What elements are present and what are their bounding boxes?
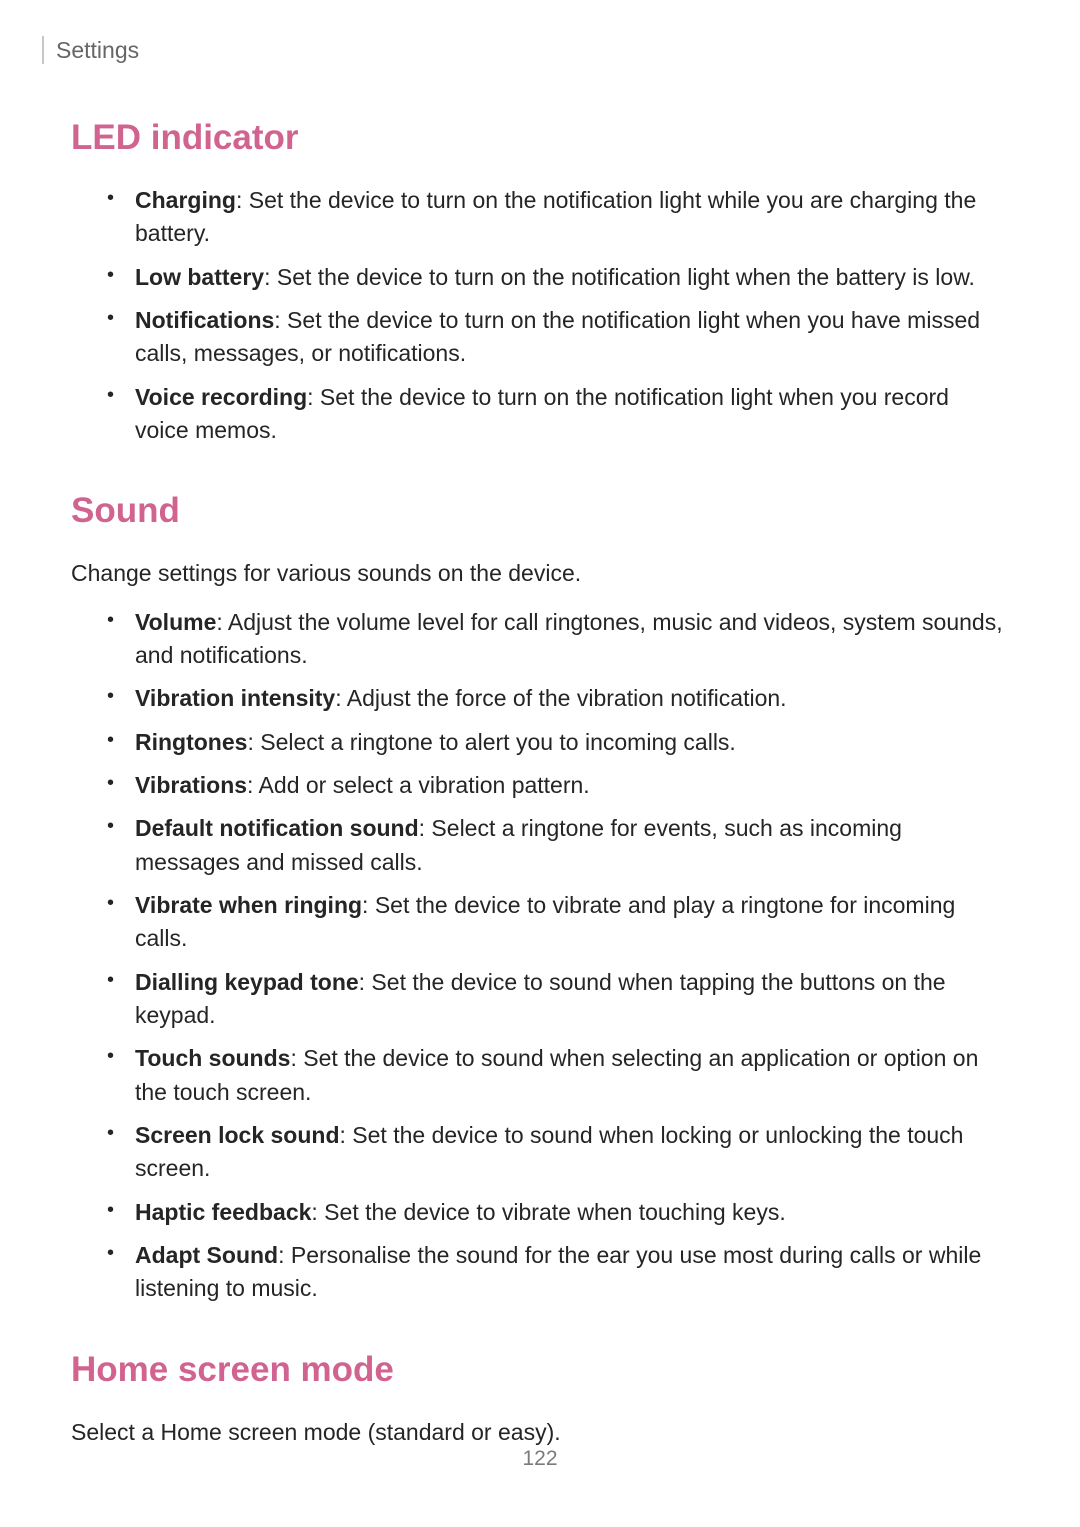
list-item: Dialling keypad tone: Set the device to …	[107, 966, 1009, 1033]
item-label: Ringtones	[135, 729, 247, 755]
led-list: Charging: Set the device to turn on the …	[107, 184, 1009, 447]
item-label: Screen lock sound	[135, 1122, 340, 1148]
item-desc: : Adjust the volume level for call ringt…	[135, 609, 1003, 668]
heading-led-indicator: LED indicator	[71, 118, 1009, 158]
item-label: Charging	[135, 187, 236, 213]
sound-list: Volume: Adjust the volume level for call…	[107, 606, 1009, 1306]
list-item: Volume: Adjust the volume level for call…	[107, 606, 1009, 673]
heading-sound: Sound	[71, 491, 1009, 531]
item-desc: : Set the device to turn on the notifica…	[135, 187, 976, 246]
item-label: Haptic feedback	[135, 1199, 311, 1225]
breadcrumb: Settings	[42, 36, 1009, 64]
item-label: Touch sounds	[135, 1045, 290, 1071]
item-label: Notifications	[135, 307, 274, 333]
sound-intro: Change settings for various sounds on th…	[71, 557, 1009, 589]
item-desc: : Adjust the force of the vibration noti…	[335, 685, 786, 711]
item-label: Vibrate when ringing	[135, 892, 362, 918]
item-label: Dialling keypad tone	[135, 969, 359, 995]
page-content: Settings LED indicator Charging: Set the…	[0, 0, 1080, 1448]
item-desc: : Set the device to vibrate when touchin…	[311, 1199, 785, 1225]
item-label: Low battery	[135, 264, 264, 290]
list-item: Charging: Set the device to turn on the …	[107, 184, 1009, 251]
list-item: Screen lock sound: Set the device to sou…	[107, 1119, 1009, 1186]
item-label: Vibration intensity	[135, 685, 335, 711]
home-intro: Select a Home screen mode (standard or e…	[71, 1416, 1009, 1448]
item-label: Vibrations	[135, 772, 247, 798]
item-desc: : Add or select a vibration pattern.	[247, 772, 590, 798]
list-item: Default notification sound: Select a rin…	[107, 812, 1009, 879]
item-label: Volume	[135, 609, 216, 635]
item-desc: : Set the device to turn on the notifica…	[264, 264, 975, 290]
list-item: Ringtones: Select a ringtone to alert yo…	[107, 726, 1009, 759]
list-item: Vibration intensity: Adjust the force of…	[107, 682, 1009, 715]
list-item: Haptic feedback: Set the device to vibra…	[107, 1196, 1009, 1229]
section-sound: Sound Change settings for various sounds…	[71, 491, 1009, 1305]
breadcrumb-text: Settings	[56, 37, 139, 64]
heading-home-screen-mode: Home screen mode	[71, 1350, 1009, 1390]
list-item: Notifications: Set the device to turn on…	[107, 304, 1009, 371]
list-item: Adapt Sound: Personalise the sound for t…	[107, 1239, 1009, 1306]
section-led-indicator: LED indicator Charging: Set the device t…	[71, 118, 1009, 447]
list-item: Vibrations: Add or select a vibration pa…	[107, 769, 1009, 802]
item-desc: : Select a ringtone to alert you to inco…	[247, 729, 735, 755]
list-item: Voice recording: Set the device to turn …	[107, 381, 1009, 448]
section-home-screen-mode: Home screen mode Select a Home screen mo…	[71, 1350, 1009, 1448]
item-label: Adapt Sound	[135, 1242, 278, 1268]
list-item: Touch sounds: Set the device to sound wh…	[107, 1042, 1009, 1109]
item-label: Default notification sound	[135, 815, 419, 841]
item-label: Voice recording	[135, 384, 307, 410]
page-number: 122	[0, 1447, 1080, 1471]
breadcrumb-divider	[42, 36, 44, 64]
list-item: Low battery: Set the device to turn on t…	[107, 261, 1009, 294]
list-item: Vibrate when ringing: Set the device to …	[107, 889, 1009, 956]
